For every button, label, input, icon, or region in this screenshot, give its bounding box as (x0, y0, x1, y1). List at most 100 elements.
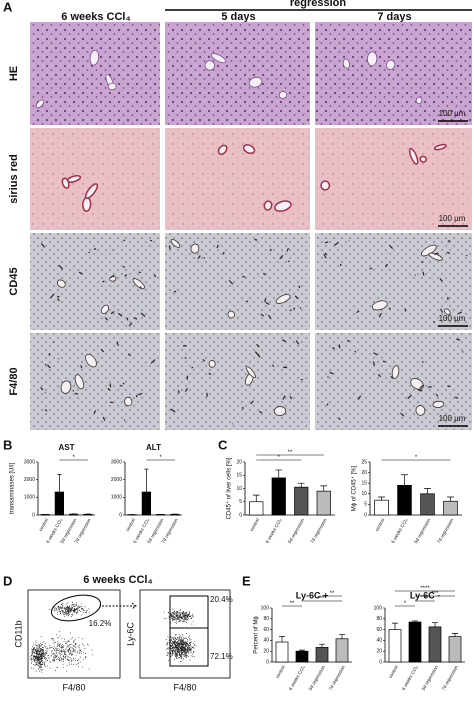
event-dot (39, 663, 40, 664)
event-dot (61, 661, 62, 662)
event-dot (45, 647, 46, 648)
stained-cell (140, 287, 141, 288)
event-dot (33, 648, 34, 649)
event-dot (184, 638, 185, 639)
event-dot (34, 647, 35, 648)
event-dot (177, 645, 178, 646)
event-dot (66, 615, 67, 616)
event-dot (36, 650, 37, 651)
event-dot (181, 643, 182, 644)
bar (389, 630, 401, 662)
event-dot (191, 618, 192, 619)
event-dot (54, 650, 55, 651)
error-bar (378, 497, 385, 500)
event-dot (62, 659, 63, 660)
event-dot (42, 642, 43, 643)
event-dot (56, 653, 57, 654)
event-dot (178, 652, 179, 653)
event-dot (65, 649, 66, 650)
event-dot (58, 637, 59, 638)
event-dot (54, 660, 55, 661)
event-dot (173, 637, 174, 638)
x-tick-label: 5d regression (413, 517, 431, 544)
stained-cell (45, 364, 46, 365)
event-dot (58, 606, 59, 607)
event-dot (177, 614, 178, 615)
event-dot (175, 646, 176, 647)
stained-cell (49, 353, 50, 355)
error-bar (57, 474, 61, 492)
event-dot (45, 652, 46, 653)
stained-cell (288, 261, 289, 262)
event-dot (78, 606, 79, 607)
event-dot (68, 649, 69, 650)
event-dot (174, 610, 175, 611)
event-dot (59, 631, 60, 632)
y-tick-label: 20 (263, 649, 269, 655)
event-dot (49, 658, 50, 659)
stained-cell (110, 402, 113, 403)
event-dot (174, 617, 175, 618)
event-dot (45, 658, 46, 659)
micrograph (30, 128, 160, 230)
event-dot (188, 656, 189, 657)
event-dot (57, 667, 58, 668)
micrograph (30, 22, 160, 125)
x-tick-label: control (249, 518, 260, 532)
event-dot (54, 649, 55, 650)
y-axis-label: transaminases [U/l] (10, 462, 16, 514)
event-dot (185, 644, 186, 645)
event-dot (33, 655, 34, 656)
event-dot (183, 621, 184, 622)
event-dot (172, 644, 173, 645)
event-dot (36, 656, 37, 657)
event-dot (172, 645, 173, 646)
event-dot (79, 650, 80, 651)
stained-cell (73, 390, 74, 391)
panel-letter: A (3, 0, 13, 14)
event-dot (175, 641, 176, 642)
event-dot (36, 658, 37, 659)
event-dot (55, 670, 56, 671)
event-dot (183, 641, 184, 642)
x-tick-label: control (275, 665, 286, 679)
x-tick-label: 6 weeks CCl₄ (265, 518, 283, 545)
event-dot (166, 649, 167, 650)
event-dot (182, 659, 183, 660)
event-dot (173, 638, 174, 639)
event-dot (36, 664, 37, 665)
event-dot (168, 654, 169, 655)
event-dot (34, 661, 35, 662)
event-dot (35, 640, 36, 641)
event-dot (181, 650, 182, 651)
event-dot (40, 655, 41, 656)
event-dot (44, 657, 45, 658)
event-dot (63, 656, 64, 657)
bar (272, 478, 286, 515)
event-dot (36, 655, 37, 656)
event-dot (171, 650, 172, 651)
event-dot (39, 651, 40, 652)
event-dot (52, 659, 53, 660)
event-dot (68, 615, 69, 616)
event-dot (58, 645, 59, 646)
event-dot (190, 643, 191, 644)
event-dot (38, 644, 39, 645)
event-dot (78, 659, 79, 660)
event-dot (62, 647, 63, 648)
event-dot (172, 652, 173, 653)
gate-percent: 16.2% (89, 619, 112, 628)
event-dot (43, 641, 44, 642)
error-bar (253, 495, 260, 502)
event-dot (37, 645, 38, 646)
event-dot (177, 641, 178, 642)
event-dot (47, 651, 48, 652)
event-dot (173, 643, 174, 644)
event-dot (73, 651, 74, 652)
event-dot (81, 653, 82, 654)
event-dot (85, 606, 86, 607)
event-dot (179, 642, 180, 643)
event-dot (179, 652, 180, 653)
event-dot (189, 650, 190, 651)
event-dot (173, 645, 174, 646)
